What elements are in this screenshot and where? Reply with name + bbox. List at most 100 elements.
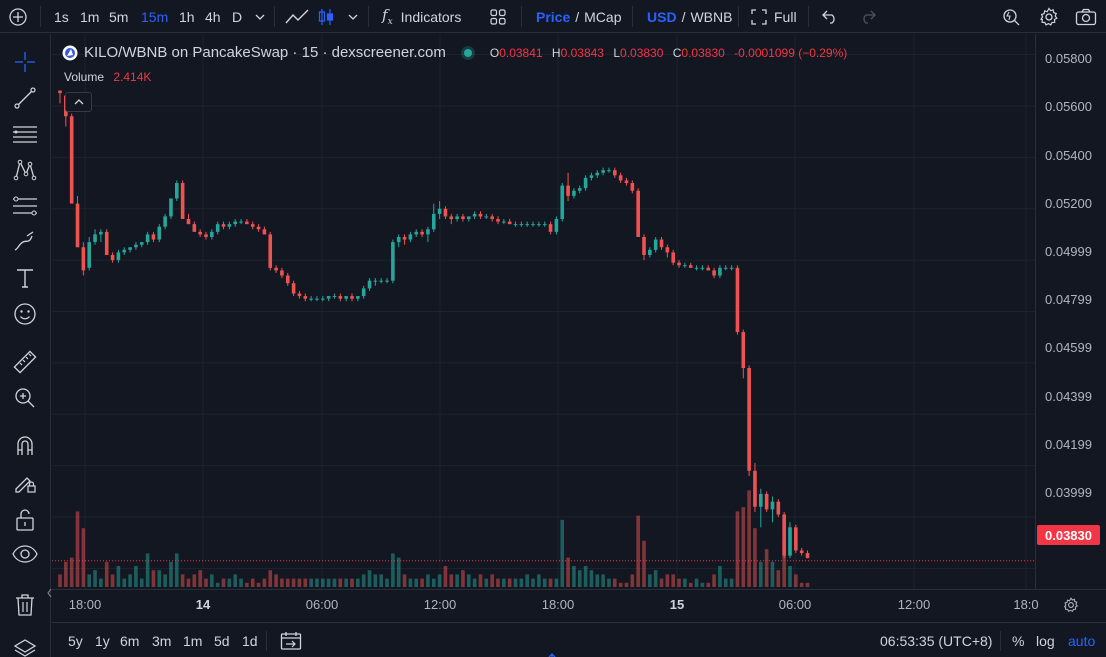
candle-body (414, 231, 419, 235)
clock-timezone[interactable]: 06:53:35 (UTC+8) (880, 633, 993, 649)
wbnb-option[interactable]: WBNB (690, 8, 733, 25)
interval-1s[interactable]: 1s (54, 8, 69, 25)
candle-body (770, 501, 775, 510)
interval-d[interactable]: D (232, 8, 243, 25)
candlestick-icon[interactable] (316, 0, 336, 33)
interval-1m[interactable]: 1m (80, 8, 100, 25)
go-to-date-icon[interactable] (280, 631, 302, 656)
fullscreen-icon (751, 8, 767, 25)
chevron-down-icon[interactable] (346, 0, 360, 33)
settings-gear-icon[interactable] (1038, 0, 1060, 33)
indicators-button[interactable]: fx Indicators (382, 0, 461, 33)
candle-body (537, 224, 541, 226)
interval-15m[interactable]: 15m (141, 8, 169, 25)
price-option[interactable]: Price (536, 8, 571, 25)
range-1d[interactable]: 1d (242, 633, 258, 649)
candle-body (169, 198, 173, 217)
auto-scale-toggle[interactable]: auto (1068, 633, 1096, 649)
volume-bar (385, 578, 389, 587)
time-scale[interactable]: 18:00 14 06:00 12:00 18:00 15 06:00 12:0… (52, 589, 1106, 619)
layers-icon[interactable] (11, 634, 39, 657)
interval-4h[interactable]: 4h (205, 8, 221, 25)
volume-bar (449, 574, 454, 587)
candle-body (69, 116, 74, 204)
chart-settings-gear-icon[interactable] (1063, 597, 1079, 618)
candle-body (122, 249, 127, 253)
candle-body (332, 296, 337, 298)
range-5y[interactable]: 5y (68, 633, 83, 649)
range-5d[interactable]: 5d (214, 633, 230, 649)
range-3m[interactable]: 3m (152, 633, 172, 649)
candle-body (560, 185, 565, 219)
mcap-option[interactable]: MCap (584, 8, 622, 25)
candle-body (712, 270, 716, 276)
price-scale[interactable]: 0.05800 0.05600 0.05400 0.05200 0.04999 … (1035, 34, 1106, 589)
candle-body (554, 219, 559, 232)
candlestick-chart[interactable] (52, 34, 1035, 589)
fib-retracement-icon[interactable] (11, 192, 39, 220)
quick-search-icon[interactable] (1000, 0, 1022, 33)
horizontal-lines-icon[interactable] (11, 120, 39, 148)
volume-bar (747, 490, 751, 587)
candle-body (700, 267, 705, 269)
volume-bar (519, 578, 524, 587)
volume-bar (688, 582, 693, 587)
lock-drawing-icon[interactable] (11, 468, 39, 496)
candle-body (642, 236, 646, 255)
volume-bar (151, 570, 156, 587)
volume-bar (683, 578, 687, 587)
camera-screenshot-icon[interactable] (1074, 0, 1098, 33)
ruler-icon[interactable] (11, 348, 39, 376)
interval-1h[interactable]: 1h (179, 8, 195, 25)
currency-toggle[interactable]: USD / WBNB (647, 8, 733, 25)
volume-bar (455, 574, 459, 587)
add-symbol-icon[interactable] (6, 0, 30, 33)
undo-icon[interactable] (820, 0, 840, 33)
candle-body (379, 280, 383, 282)
candle-body (729, 267, 734, 269)
volume-bar (75, 511, 80, 587)
eye-visibility-icon[interactable] (11, 540, 39, 568)
trash-icon[interactable] (11, 591, 39, 619)
range-1y[interactable]: 1y (95, 633, 110, 649)
volume-bar (134, 566, 138, 587)
line-chart-icon[interactable] (284, 0, 310, 33)
symbol-title[interactable]: KILO/WBNB on PancakeSwap · 15 · dexscree… (84, 44, 446, 61)
pattern-icon[interactable] (11, 156, 39, 184)
time-label: 18:0 (1013, 597, 1039, 612)
scroll-indicator-icon[interactable] (548, 649, 556, 657)
collapse-toolbar-icon[interactable] (45, 582, 53, 604)
fullscreen-button[interactable]: Full (751, 0, 797, 33)
collapse-legend-button[interactable] (65, 92, 92, 112)
candle-body (572, 190, 576, 196)
lock-icon[interactable] (11, 506, 39, 534)
usd-option[interactable]: USD (647, 8, 677, 25)
candle-body (321, 298, 325, 300)
candle-body (799, 550, 804, 554)
chevron-down-icon[interactable] (253, 0, 267, 33)
range-1m[interactable]: 1m (183, 633, 203, 649)
trend-line-icon[interactable] (11, 84, 39, 112)
crosshair-icon[interactable] (11, 48, 39, 76)
interval-5m[interactable]: 5m (109, 8, 129, 25)
layout-grid-icon[interactable] (488, 0, 508, 33)
text-tool-icon[interactable] (11, 264, 39, 292)
volume-bar (175, 553, 179, 587)
candle-body (326, 296, 331, 299)
zoom-in-icon[interactable] (11, 384, 39, 412)
volume-bar (507, 578, 512, 587)
emoji-icon[interactable] (11, 300, 39, 328)
candle-body (350, 296, 354, 299)
percent-scale-toggle[interactable]: % (1012, 633, 1025, 649)
magnet-icon[interactable] (11, 432, 39, 460)
candle-body (145, 234, 150, 243)
range-6m[interactable]: 6m (120, 633, 140, 649)
log-scale-toggle[interactable]: log (1036, 633, 1055, 649)
price-mcap-toggle[interactable]: Price / MCap (536, 8, 622, 25)
chart-pane[interactable] (52, 34, 1035, 589)
volume-bar (443, 566, 448, 587)
volume-bar (531, 578, 535, 587)
price-label: 0.03999 (1045, 485, 1092, 500)
redo-icon[interactable] (858, 0, 878, 33)
brush-icon[interactable] (11, 228, 39, 256)
